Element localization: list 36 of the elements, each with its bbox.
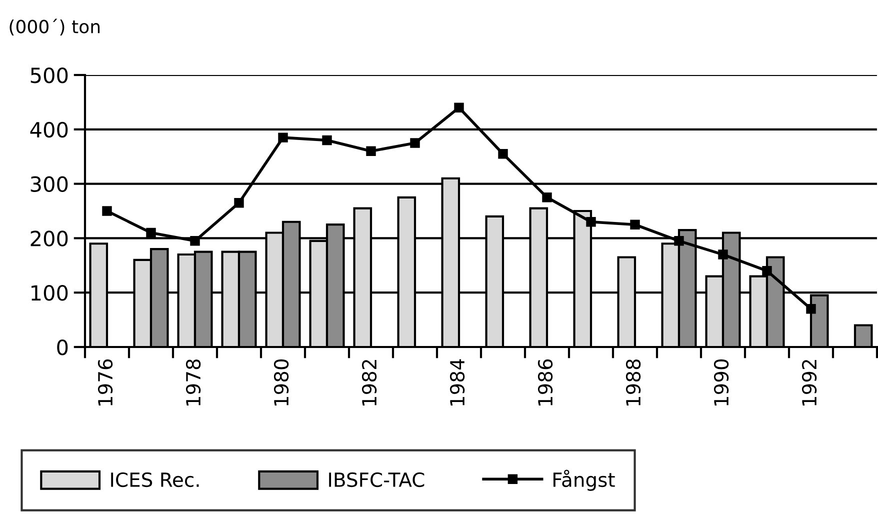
x-tick-label: 1992: [802, 360, 817, 406]
y-tick-label: 0: [57, 339, 68, 356]
x-tick-label: 1978: [186, 359, 201, 406]
point: [630, 220, 640, 230]
point: [762, 266, 772, 276]
point: [454, 102, 464, 112]
x-tick-label: 1990: [714, 359, 729, 406]
legend-label: ICES Rec.: [111, 472, 199, 488]
point: [234, 198, 244, 208]
point: [542, 192, 552, 202]
point: [322, 135, 332, 146]
y-axis-title: (000´) ton: [10, 18, 100, 36]
y-tick-label: 500: [30, 67, 68, 84]
y-tick-label: 100: [32, 285, 68, 301]
point: [806, 304, 816, 314]
point: [674, 236, 684, 246]
point: [190, 236, 200, 246]
y-tick-label: 400: [30, 122, 68, 138]
point: [146, 228, 156, 238]
x-tick-label: 1982: [362, 360, 377, 406]
x-tick-label: 1984: [450, 359, 465, 406]
point: [366, 146, 376, 156]
legend-label: IBSFC-TAC: [329, 472, 424, 488]
y-tick-label: 200: [30, 230, 68, 246]
point: [498, 149, 508, 159]
x-tick-label: 1980: [274, 359, 289, 406]
point: [102, 206, 112, 216]
point: [586, 217, 596, 227]
point: [278, 132, 288, 142]
y-tick-label: 300: [30, 176, 68, 192]
point: [410, 138, 420, 148]
legend-label: Fångst: [553, 470, 615, 491]
x-tick-label: 1976: [98, 359, 113, 406]
point: [718, 250, 728, 260]
x-tick-label: 1986: [538, 359, 553, 406]
x-tick-label: 1988: [626, 359, 641, 406]
